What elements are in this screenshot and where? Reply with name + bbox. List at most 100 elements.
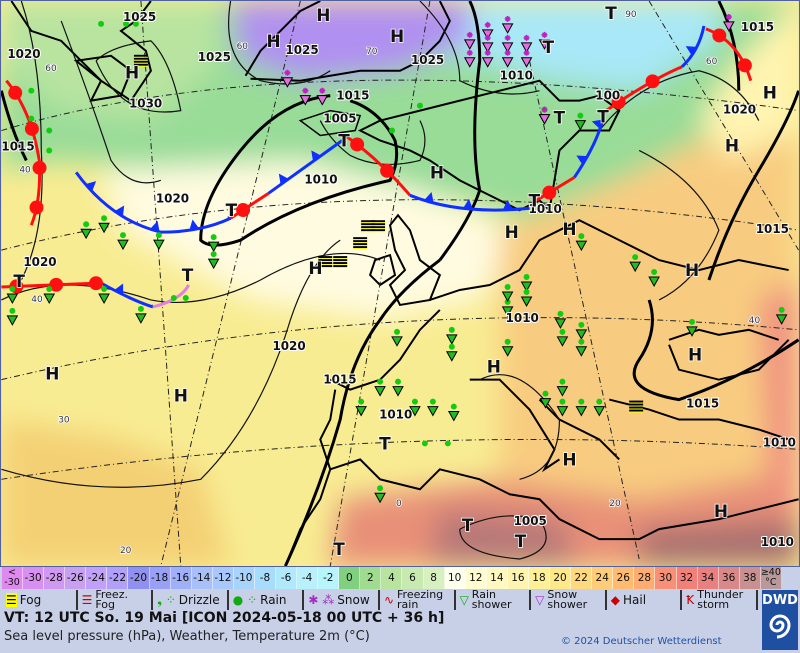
- scale-cell: -28: [44, 567, 66, 589]
- lat-label: 0: [396, 499, 402, 509]
- rain-shower-icon: [556, 398, 569, 417]
- high-pressure-center: H: [763, 83, 777, 103]
- cold-front: [680, 25, 706, 68]
- high-pressure-center: H: [390, 26, 404, 46]
- rain-shower-icon: [686, 318, 698, 337]
- rain-icon: [28, 115, 35, 122]
- scale-cell: 16: [507, 567, 529, 589]
- spiral-icon: [769, 614, 791, 639]
- pressure-label: 1030: [129, 97, 162, 111]
- warm-front-marker: [89, 276, 103, 291]
- low-pressure-center: T: [542, 37, 554, 57]
- high-pressure-center: H: [685, 260, 699, 280]
- rain-shower-icon: [445, 343, 458, 362]
- rain-icon: [182, 294, 189, 301]
- high-pressure-center: H: [688, 345, 702, 365]
- high-pressure-center: H: [487, 357, 501, 377]
- pressure-label: 1015: [686, 397, 719, 411]
- scale-cell: 8: [423, 567, 445, 589]
- snow-shower-icon: [481, 49, 494, 68]
- rain-shower-icon: [520, 274, 533, 292]
- cold-front-marker: [278, 173, 289, 185]
- scale-cell: -22: [107, 567, 129, 589]
- rain-shower-icon: [539, 390, 552, 409]
- rain-icon: [28, 87, 35, 94]
- graticule: [1, 1, 799, 566]
- warm-front-marker: [712, 28, 727, 43]
- rain-icon: [170, 294, 177, 301]
- pressure-label: 1020: [723, 103, 756, 117]
- scale-cell: -8: [254, 567, 277, 589]
- fog-icon: ☰: [6, 593, 17, 607]
- lat-label: 40: [749, 316, 761, 326]
- coast-greenland: [244, 1, 451, 82]
- high-pressure-center: H: [266, 31, 280, 51]
- rain-shower-icon: [575, 321, 588, 340]
- weather-legend: ☰ Fog ☰ Freez. Fog ❟ ⁘ Drizzle ● ⁘ Rain ✱ ⁂ Snow ∿…: [2, 590, 758, 612]
- legend-item: ❟ ⁘ Drizzle: [153, 590, 229, 610]
- valid-time: VT: 12 UTC So. 19 Mai [ICON 2024-05-18 0…: [4, 610, 445, 626]
- pressure-label: 1010: [379, 408, 412, 422]
- legend-item: Ꝁ Thunder storm: [682, 590, 758, 610]
- rain-shower-icon: [98, 285, 110, 304]
- legend-label: Fog: [19, 593, 42, 607]
- low-pressure-center: T: [529, 190, 541, 210]
- legend-label: Thunder storm: [697, 590, 744, 610]
- scale-cell: 4: [381, 567, 403, 589]
- fog-icon: [371, 220, 386, 233]
- rain-shower-icon: [374, 378, 386, 397]
- rain-shower-icon: [629, 254, 641, 273]
- snow-shower-icon: [481, 21, 494, 40]
- rain-shower-icon: [556, 328, 569, 347]
- fog-icon: [133, 54, 148, 67]
- high-pressure-center: H: [174, 386, 188, 406]
- lat-label: 20: [609, 499, 621, 509]
- legend-label: Snow: [337, 593, 370, 607]
- legend-item: ✱ ⁂ Snow: [304, 590, 380, 610]
- rain-shower-icon: [80, 221, 92, 240]
- low-pressure-center: T: [379, 433, 391, 453]
- scale-cell: -14: [191, 567, 213, 589]
- fog-icon: [333, 256, 348, 269]
- scale-cell: -10: [233, 567, 255, 589]
- coast-ireland: [368, 253, 397, 287]
- high-pressure-center: H: [725, 135, 739, 155]
- cold-front-marker: [114, 205, 125, 217]
- lat-label: 40: [31, 295, 43, 305]
- warm-front: [705, 27, 753, 82]
- pressure-label: 1005: [514, 514, 547, 528]
- rain-shower-icon: [574, 112, 587, 131]
- freezing-rain-icon: ∿: [383, 593, 395, 607]
- low-pressure-center: T: [515, 531, 527, 551]
- high-pressure-center: H: [714, 501, 728, 521]
- hail-icon: ◆: [610, 593, 620, 607]
- fog-icon: [361, 220, 376, 233]
- high-pressure-center: H: [125, 63, 139, 83]
- cold-front: [100, 281, 154, 309]
- snow-shower-icon: [538, 106, 551, 125]
- snow-shower-icon: [723, 13, 735, 32]
- pressure-labels: 1025 1020 1025 1025 1025 1030 1015 1005 …: [1, 9, 797, 550]
- map-subtitle: Sea level pressure (hPa), Weather, Tempe…: [4, 629, 370, 644]
- rain-shower-icon: [501, 283, 514, 302]
- scale-cell: 0: [339, 567, 361, 589]
- pressure-label: 1025: [411, 53, 444, 67]
- rain-shower-icon: [98, 215, 110, 234]
- snow-shower-icon: [281, 69, 294, 88]
- temperature-field: [1, 1, 799, 566]
- rain-icon: [389, 127, 396, 134]
- rain-shower-icon: [575, 233, 588, 252]
- rain-icon: [416, 102, 423, 109]
- temperature-color-scale: < -30 -30 -28 -26 -24 -22 -20 -18 -16 -14 -12 -10 -8…: [2, 567, 782, 589]
- scale-cell: 2: [360, 567, 382, 589]
- low-pressure-center: T: [553, 108, 565, 128]
- scale-cell: -6: [276, 567, 298, 589]
- lat-label: 90: [625, 10, 637, 20]
- scale-cell: 28: [634, 567, 656, 589]
- snow-shower-icon: [501, 49, 514, 68]
- high-pressure-center: H: [562, 219, 576, 239]
- scale-cell: 32: [676, 567, 698, 589]
- scale-cell: 18: [528, 567, 551, 589]
- dwd-logo-text: DWD: [762, 593, 798, 608]
- pressure-label: 1010: [529, 202, 562, 216]
